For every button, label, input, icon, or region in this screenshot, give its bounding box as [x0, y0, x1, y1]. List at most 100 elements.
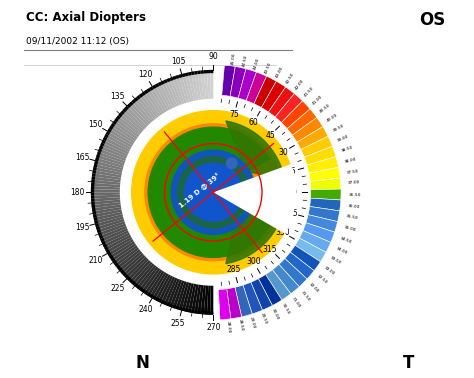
Wedge shape: [91, 200, 120, 205]
Text: 36.50: 36.50: [348, 192, 361, 197]
Wedge shape: [152, 85, 156, 89]
Wedge shape: [110, 123, 115, 127]
Wedge shape: [106, 249, 110, 254]
Wedge shape: [146, 88, 151, 92]
Text: 31.50: 31.50: [300, 290, 311, 302]
Text: 45: 45: [265, 131, 275, 140]
Wedge shape: [188, 284, 196, 313]
Wedge shape: [219, 289, 231, 320]
Wedge shape: [301, 136, 332, 157]
Wedge shape: [131, 281, 136, 285]
Text: 34.00: 34.00: [335, 246, 348, 255]
Wedge shape: [100, 228, 128, 242]
Text: T: T: [402, 355, 414, 372]
Circle shape: [178, 157, 249, 228]
Wedge shape: [155, 83, 159, 88]
Wedge shape: [131, 99, 136, 104]
Wedge shape: [282, 101, 310, 129]
Text: 09/11/2002 11:12 (OS): 09/11/2002 11:12 (OS): [27, 37, 129, 46]
Wedge shape: [204, 285, 209, 314]
Text: CC: Axial Diopters: CC: Axial Diopters: [27, 11, 146, 23]
Polygon shape: [226, 199, 284, 263]
Wedge shape: [227, 287, 242, 319]
Wedge shape: [96, 219, 124, 230]
Wedge shape: [109, 241, 135, 259]
Wedge shape: [112, 245, 137, 264]
Text: 39.00: 39.00: [337, 134, 350, 143]
Wedge shape: [261, 81, 286, 112]
Wedge shape: [139, 266, 158, 291]
Wedge shape: [207, 311, 210, 315]
Wedge shape: [114, 247, 139, 267]
Wedge shape: [103, 243, 107, 248]
Wedge shape: [210, 70, 213, 99]
Text: 31.00: 31.00: [291, 297, 301, 309]
Wedge shape: [93, 167, 97, 170]
Text: 43.00: 43.00: [275, 66, 284, 79]
Wedge shape: [139, 93, 158, 118]
Wedge shape: [103, 232, 130, 248]
Wedge shape: [161, 277, 175, 304]
Wedge shape: [91, 205, 95, 208]
Wedge shape: [149, 86, 154, 91]
Wedge shape: [144, 270, 163, 295]
Wedge shape: [109, 125, 135, 143]
Wedge shape: [152, 85, 169, 112]
Wedge shape: [92, 170, 121, 178]
Wedge shape: [194, 71, 201, 100]
Wedge shape: [114, 118, 139, 137]
Wedge shape: [265, 270, 291, 300]
Text: 32.50: 32.50: [316, 274, 328, 285]
Wedge shape: [155, 83, 171, 110]
Text: 28.00: 28.00: [226, 320, 231, 333]
Wedge shape: [91, 192, 120, 195]
Wedge shape: [98, 149, 126, 161]
Wedge shape: [182, 283, 191, 311]
Wedge shape: [182, 73, 191, 102]
Wedge shape: [201, 70, 204, 74]
Wedge shape: [191, 71, 199, 101]
Wedge shape: [309, 167, 340, 181]
Wedge shape: [146, 271, 164, 297]
Wedge shape: [158, 299, 162, 303]
Wedge shape: [129, 101, 134, 106]
Wedge shape: [251, 279, 273, 310]
Wedge shape: [103, 137, 107, 141]
Wedge shape: [96, 155, 124, 166]
Wedge shape: [164, 278, 178, 305]
Wedge shape: [109, 125, 113, 130]
Wedge shape: [144, 90, 163, 115]
Text: 255: 255: [171, 319, 185, 328]
Wedge shape: [169, 77, 182, 105]
Wedge shape: [134, 283, 138, 287]
Wedge shape: [161, 81, 175, 108]
Wedge shape: [308, 206, 340, 222]
Circle shape: [171, 150, 255, 234]
Wedge shape: [91, 195, 120, 199]
Wedge shape: [169, 77, 173, 81]
Wedge shape: [93, 164, 122, 173]
Wedge shape: [96, 226, 100, 230]
Wedge shape: [141, 268, 160, 293]
Wedge shape: [182, 73, 185, 77]
Circle shape: [184, 163, 242, 221]
Wedge shape: [207, 70, 210, 73]
Wedge shape: [164, 79, 168, 84]
Wedge shape: [127, 259, 149, 281]
Wedge shape: [91, 189, 120, 192]
Wedge shape: [129, 279, 134, 283]
Wedge shape: [104, 235, 131, 251]
Wedge shape: [238, 69, 256, 101]
Wedge shape: [91, 201, 95, 205]
Wedge shape: [152, 273, 169, 300]
Wedge shape: [118, 113, 142, 133]
Wedge shape: [136, 285, 141, 290]
Wedge shape: [94, 214, 123, 224]
Wedge shape: [125, 106, 129, 110]
Circle shape: [132, 111, 295, 274]
Wedge shape: [164, 79, 178, 107]
Wedge shape: [125, 106, 147, 128]
Wedge shape: [194, 285, 201, 314]
Wedge shape: [134, 97, 138, 102]
Wedge shape: [297, 127, 328, 150]
